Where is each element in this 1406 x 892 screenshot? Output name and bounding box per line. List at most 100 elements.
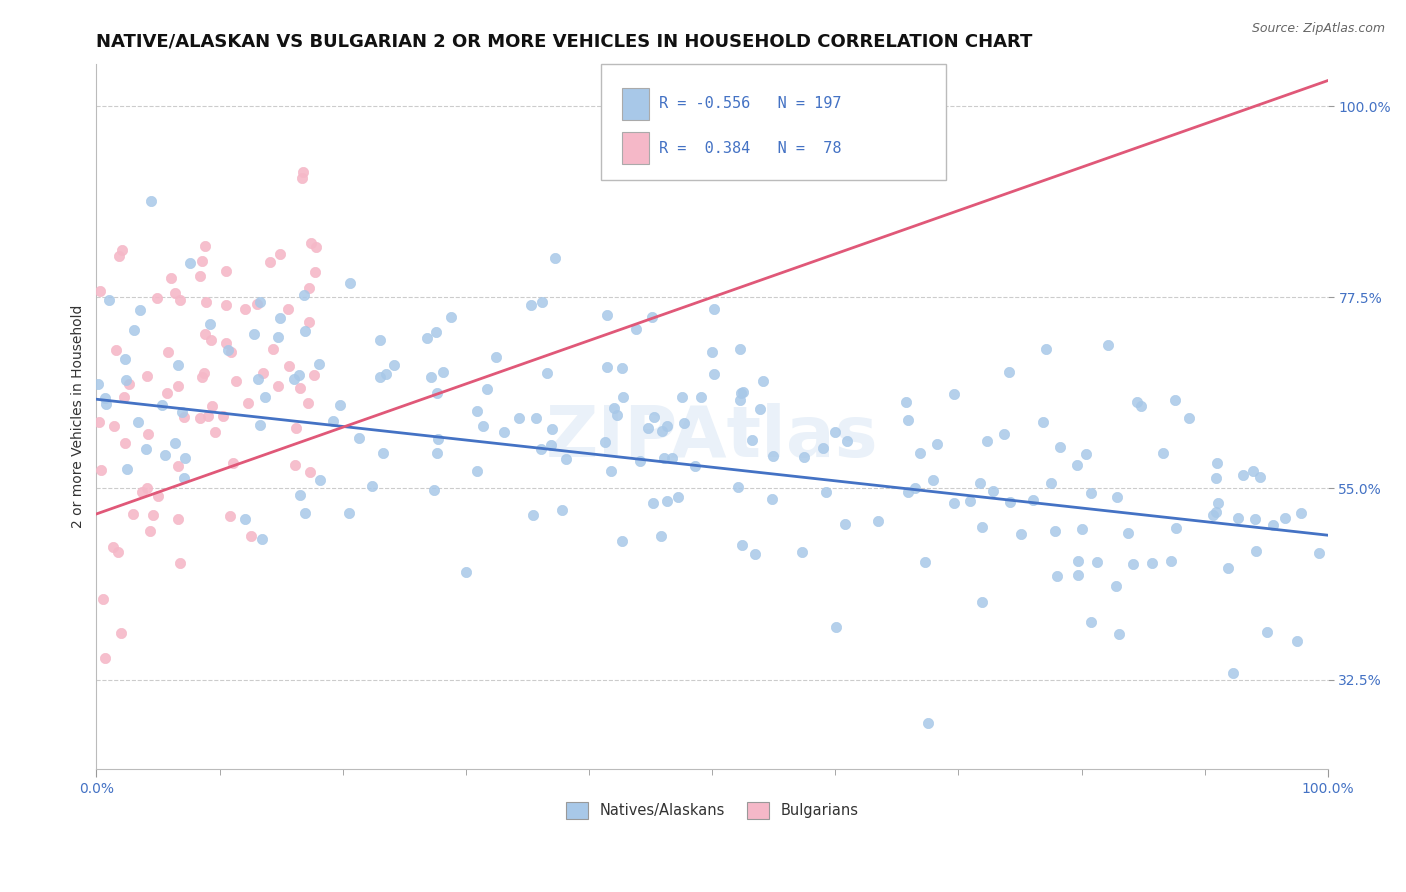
- Point: [298, 281, 321, 295]
- Point: [129, 303, 152, 318]
- Point: [114, 435, 136, 450]
- Point: [267, 379, 290, 393]
- Point: [894, 395, 917, 409]
- Point: [866, 514, 889, 528]
- Point: [744, 547, 766, 561]
- Point: [297, 395, 319, 409]
- Point: [1232, 468, 1254, 483]
- Point: [1066, 554, 1088, 568]
- Point: [1049, 440, 1071, 454]
- Point: [651, 424, 673, 438]
- Point: [426, 446, 449, 460]
- Point: [666, 490, 689, 504]
- Point: [485, 351, 508, 365]
- Text: R =  0.384   N =  78: R = 0.384 N = 78: [659, 141, 842, 156]
- Point: [465, 403, 488, 417]
- Point: [922, 473, 945, 487]
- Point: [593, 434, 616, 449]
- Point: [194, 326, 217, 341]
- Point: [277, 301, 299, 316]
- Point: [169, 557, 191, 571]
- Point: [927, 437, 949, 451]
- Point: [824, 425, 846, 440]
- Point: [288, 368, 311, 382]
- Point: [249, 294, 271, 309]
- Point: [731, 538, 754, 552]
- Point: [111, 244, 134, 258]
- Point: [700, 345, 723, 359]
- Point: [815, 485, 838, 500]
- Point: [541, 422, 564, 436]
- Point: [1118, 525, 1140, 540]
- Point: [156, 345, 179, 359]
- Point: [1022, 492, 1045, 507]
- Point: [641, 310, 664, 324]
- Point: [252, 367, 274, 381]
- Point: [136, 482, 159, 496]
- Point: [530, 442, 553, 457]
- Point: [160, 271, 183, 285]
- Point: [1035, 342, 1057, 356]
- Point: [238, 396, 260, 410]
- Point: [368, 333, 391, 347]
- Point: [304, 265, 326, 279]
- Point: [494, 425, 516, 439]
- Point: [416, 331, 439, 345]
- Point: [1274, 511, 1296, 525]
- Point: [1249, 470, 1271, 484]
- Point: [347, 431, 370, 445]
- Point: [731, 385, 754, 400]
- Point: [748, 401, 770, 416]
- Point: [96, 397, 118, 411]
- Point: [762, 449, 785, 463]
- Point: [292, 165, 315, 179]
- Point: [246, 297, 269, 311]
- Point: [269, 247, 291, 261]
- Point: [115, 462, 138, 476]
- Point: [612, 390, 634, 404]
- Point: [285, 421, 308, 435]
- Point: [1205, 471, 1227, 485]
- Point: [1032, 415, 1054, 429]
- Point: [114, 352, 136, 367]
- Point: [1205, 505, 1227, 519]
- Point: [170, 405, 193, 419]
- Point: [793, 450, 815, 464]
- Point: [215, 335, 238, 350]
- Point: [643, 496, 665, 510]
- Point: [262, 342, 284, 356]
- Point: [943, 496, 966, 510]
- Point: [110, 626, 132, 640]
- Point: [524, 410, 547, 425]
- Point: [1108, 627, 1130, 641]
- Point: [278, 359, 301, 374]
- Point: [103, 419, 125, 434]
- Point: [215, 264, 238, 278]
- Point: [191, 253, 214, 268]
- Point: [233, 512, 256, 526]
- Point: [1039, 476, 1062, 491]
- Point: [98, 293, 121, 307]
- Point: [200, 333, 222, 347]
- Point: [173, 410, 195, 425]
- Point: [544, 251, 567, 265]
- Point: [897, 413, 920, 427]
- Point: [222, 456, 245, 470]
- Point: [112, 390, 135, 404]
- Point: [813, 441, 835, 455]
- Point: [1066, 458, 1088, 472]
- Point: [139, 524, 162, 538]
- Point: [1043, 524, 1066, 538]
- Point: [652, 450, 675, 465]
- Point: [1122, 557, 1144, 571]
- Y-axis label: 2 or more Vehicles in Household: 2 or more Vehicles in Household: [72, 304, 86, 528]
- Point: [1256, 624, 1278, 639]
- Point: [339, 276, 361, 290]
- Point: [661, 450, 683, 465]
- Point: [637, 421, 659, 435]
- Point: [135, 368, 157, 383]
- Point: [1164, 520, 1187, 534]
- Point: [322, 414, 344, 428]
- Point: [361, 479, 384, 493]
- Point: [368, 369, 391, 384]
